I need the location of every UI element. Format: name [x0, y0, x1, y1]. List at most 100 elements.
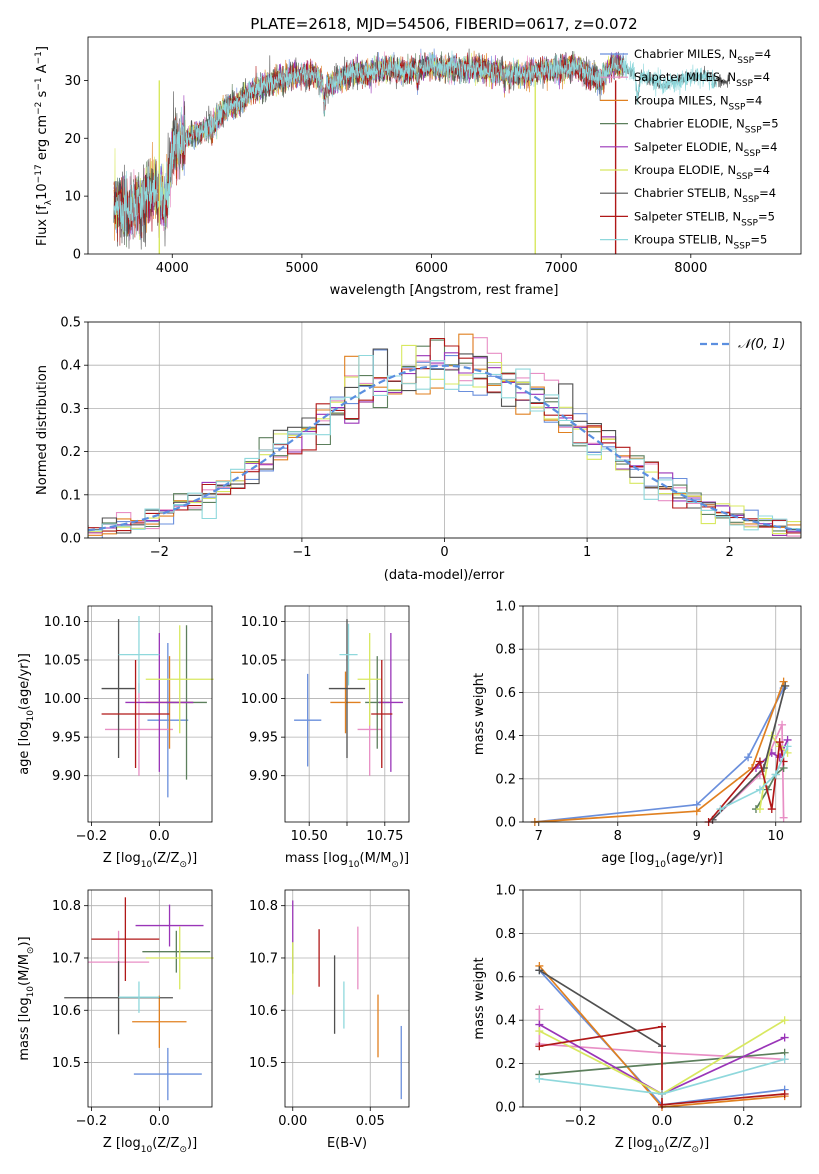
- label-part: =4: [754, 47, 771, 61]
- label-part: 10: [35, 183, 50, 200]
- label-part: 10: [348, 860, 360, 870]
- label-part: ⊙: [391, 860, 399, 870]
- label-part: =4: [745, 93, 762, 107]
- y-tick-label: 10.00: [44, 692, 81, 707]
- plot-frame: [87, 605, 213, 823]
- label-part: Chabrier MILES, N: [634, 47, 737, 61]
- y-tick-label: 10.5: [52, 1056, 81, 1071]
- weight-point-marker: [780, 1033, 789, 1042]
- x-tick-label: 4000: [156, 261, 189, 276]
- label-part: (Z/Z: [664, 1136, 691, 1151]
- legend-entry: Salpeter ELODIE, NSSP=4: [634, 140, 777, 159]
- label-part: 10: [141, 860, 153, 870]
- y-tick-label: 10.5: [249, 1056, 278, 1071]
- y-tick-label: 1.0: [495, 600, 516, 615]
- x-tick-label: 2: [726, 545, 734, 560]
- weight-point-marker: [535, 1042, 544, 1051]
- weight-series-line: [711, 724, 785, 821]
- legend-entry: Chabrier STELIB, NSSP=4: [634, 186, 776, 205]
- weight-point-marker: [781, 681, 790, 690]
- label-part: )]: [699, 1136, 709, 1151]
- label-part: (Z/Z: [152, 1136, 179, 1151]
- weight-point-marker: [716, 805, 725, 814]
- spectrum-line: [113, 50, 717, 237]
- weight-vs-metallicity-panel: −0.2 0.0 0.2 0.0 0.2 0.4 0.6 0.8 1.0 Z [log10(Z/Z…: [472, 884, 802, 1155]
- residuals-histogram-panel: −2 −1 0 1 2 0.0 0.1 0.2 0.3 0.4 0.5 𝒩(0, 1) (data-mo…: [35, 316, 802, 583]
- y-tick-label: 0.8: [495, 643, 516, 658]
- label-part: −2: [34, 102, 44, 115]
- label-part: Salpeter STELIB, N: [634, 209, 741, 223]
- label-part: )]: [187, 851, 197, 866]
- weight-point-marker: [744, 753, 753, 762]
- label-part: =5: [750, 233, 767, 247]
- label-part: SSP: [745, 126, 762, 136]
- x-tick-label: 0.2: [733, 1114, 754, 1129]
- x-tick-label: 0.0: [149, 1114, 170, 1129]
- y-tick-label: 0.4: [495, 1014, 516, 1029]
- legend-entry: 𝒩(0, 1): [738, 337, 785, 352]
- weight-point-marker: [658, 1100, 666, 1109]
- label-part: )]: [187, 1136, 197, 1151]
- label-part: ⊙: [691, 1145, 699, 1155]
- y-tick-label: 10.6: [249, 1004, 278, 1019]
- label-part: )]: [17, 936, 32, 946]
- label-part: A: [35, 64, 50, 77]
- label-part: 10: [26, 986, 36, 998]
- y-tick-label: 1.0: [495, 884, 516, 899]
- label-part: SSP: [736, 79, 753, 89]
- weight-point-marker: [771, 770, 780, 779]
- x-axis-label: (data-model)/error: [384, 568, 505, 583]
- plot-frame: [522, 605, 802, 823]
- legend-entry: Salpeter STELIB, NSSP=5: [634, 209, 775, 228]
- label-part: −1: [34, 77, 44, 90]
- label-part: SSP: [737, 56, 754, 66]
- weight-point-marker: [755, 757, 764, 766]
- weight-point-marker: [780, 1016, 789, 1025]
- weight-point-marker: [779, 813, 788, 822]
- x-tick-label: 0.05: [356, 1114, 385, 1129]
- label-part: Kroupa MILES, N: [634, 93, 729, 107]
- y-tick-label: 0.4: [495, 729, 516, 744]
- label-part: ⊙: [179, 860, 187, 870]
- weight-point-marker: [658, 1022, 666, 1031]
- label-part: =4: [761, 140, 778, 154]
- x-tick-label: 6000: [415, 261, 448, 276]
- label-part: age [log: [601, 851, 654, 866]
- x-tick-label: 0.00: [278, 1114, 307, 1129]
- y-tick-label: 0.2: [60, 445, 81, 460]
- label-part: )]: [399, 851, 409, 866]
- label-part: (Z/Z: [152, 851, 179, 866]
- x-tick-label: −0.2: [564, 1114, 596, 1129]
- x-tick-label: 7000: [545, 261, 578, 276]
- spectrum-panel: 4000 5000 6000 7000 8000 0 10 20 30 Chabrier MILE…: [34, 36, 802, 298]
- x-tick-label: 10.75: [366, 829, 403, 844]
- x-axis-label: age [log10(age/yr)]: [601, 851, 723, 870]
- y-tick-label: 30: [64, 74, 81, 89]
- y-tick-label: 0.2: [495, 1057, 516, 1072]
- x-tick-label: −1: [292, 545, 311, 560]
- y-tick-label: 10.8: [249, 899, 278, 914]
- weight-point-marker: [535, 1027, 544, 1036]
- y-axis-label: Flux [fλ10−17 erg cm−2 s−1 A−1]: [34, 46, 54, 246]
- label-part: (M/M: [17, 954, 32, 986]
- label-part: mass [log: [17, 997, 32, 1060]
- y-axis-label: age [log10(age/yr)]: [17, 653, 36, 775]
- weight-series-line: [759, 733, 789, 810]
- label-part: s: [35, 90, 50, 101]
- label-part: Z [log: [615, 1136, 653, 1151]
- y-tick-label: 0.6: [495, 686, 516, 701]
- label-part: 10: [26, 710, 36, 722]
- label-part: 10: [141, 1145, 153, 1155]
- y-tick-label: 10.10: [44, 615, 81, 630]
- label-part: E(B-V): [327, 1136, 367, 1151]
- y-tick-label: 0.2: [495, 772, 516, 787]
- label-part: SSP: [734, 242, 751, 252]
- label-part: =5: [762, 117, 779, 131]
- mass-vs-metallicity-panel: −0.2 0.010.510.610.710.8Z [log10(Z/Z⊙)]ma…: [17, 889, 214, 1155]
- y-axis-label: mass weight: [472, 957, 487, 1039]
- plot-frame: [284, 889, 410, 1108]
- label-part: =4: [753, 163, 770, 177]
